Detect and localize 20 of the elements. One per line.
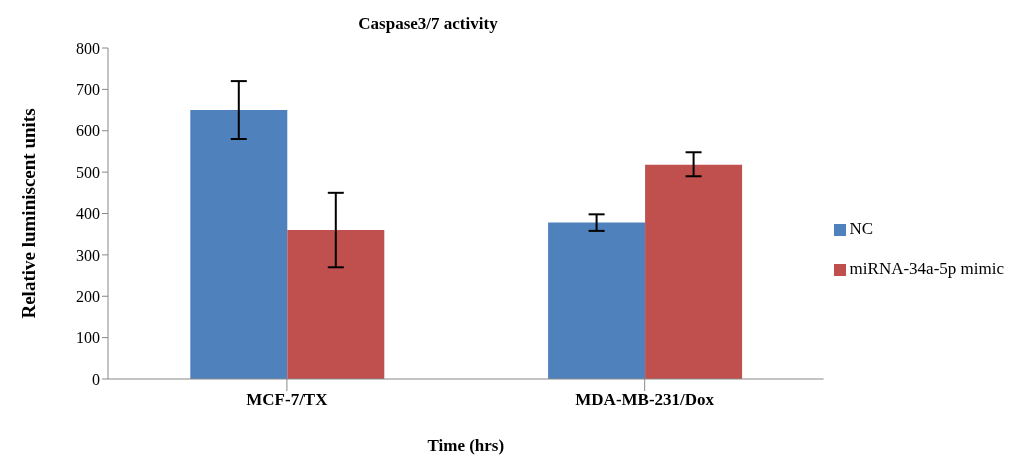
- chart-title: Caspase3/7 activity: [357, 14, 499, 34]
- bar: [548, 222, 646, 379]
- y-axis-title: Relative luminiscent units: [17, 108, 39, 319]
- y-tick-label: 100: [76, 329, 100, 347]
- y-tick-label: 200: [76, 287, 100, 305]
- bar: [190, 110, 288, 379]
- y-tick-label: 0: [92, 370, 100, 388]
- x-axis-title: Time (hrs): [427, 436, 505, 455]
- y-tick-label: 800: [76, 39, 100, 57]
- y-tick-label: 400: [76, 205, 100, 223]
- legend-label: NC: [849, 218, 874, 238]
- legend-label: miRNA-34a-5p mimic: [849, 258, 1004, 278]
- x-tick-label: MDA-MB-231/Dox: [575, 390, 715, 410]
- y-tick-label: 300: [76, 246, 100, 264]
- bar: [645, 164, 743, 379]
- x-tick-label: MCF-7/TX: [246, 390, 329, 410]
- y-tick-label: 700: [76, 81, 100, 99]
- bar: [287, 230, 385, 379]
- y-tick-label: 600: [76, 122, 100, 140]
- y-tick-label: 500: [76, 163, 100, 181]
